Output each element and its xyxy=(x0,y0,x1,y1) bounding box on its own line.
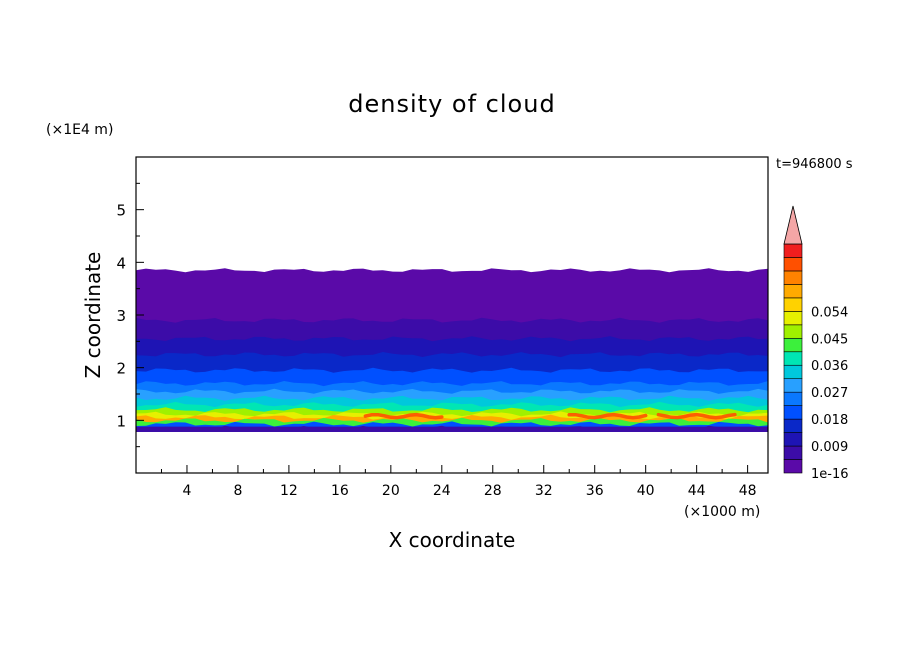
y-axis: 1 2 3 4 5 xyxy=(116,182,144,448)
density-base-band xyxy=(136,426,768,432)
colorbar-swatch xyxy=(783,364,803,380)
colorbar-swatch xyxy=(783,351,803,366)
colorbar-label: 0.018 xyxy=(811,413,848,428)
cloud-density-field xyxy=(136,268,768,432)
colorbar-swatch xyxy=(783,378,803,393)
y-tick-label: 3 xyxy=(116,307,126,325)
colorbar-swatch xyxy=(783,418,803,433)
colorbar-swatch xyxy=(783,432,803,447)
x-tick-label: 28 xyxy=(484,483,502,499)
colorbar-swatch xyxy=(783,284,803,299)
x-tick-label: 12 xyxy=(280,483,298,499)
y-unit-label: (×1E4 m) xyxy=(46,122,113,138)
y-tick-label: 2 xyxy=(116,360,126,378)
colorbar-swatch xyxy=(783,270,803,285)
x-axis: 4 8 12 16 20 24 28 32 36 40 44 48 xyxy=(160,465,757,499)
colorbar-label: 0.009 xyxy=(811,440,848,455)
x-tick-label: 4 xyxy=(183,483,192,499)
x-tick-label: 16 xyxy=(331,483,349,499)
x-tick-label: 44 xyxy=(688,483,706,499)
x-tick-label: 32 xyxy=(535,483,553,499)
x-tick-label: 24 xyxy=(433,483,451,499)
y-tick-label: 1 xyxy=(116,412,126,430)
x-unit-label: (×1000 m) xyxy=(684,504,760,520)
chart-title: density of cloud xyxy=(348,90,555,118)
x-tick-label: 48 xyxy=(739,483,757,499)
colorbar: 1e-16 0.009 0.018 0.027 0.036 0.045 0.054 xyxy=(783,205,849,482)
y-axis-label: Z coordinate xyxy=(81,252,105,379)
colorbar-swatch xyxy=(783,459,803,474)
density-max-streak xyxy=(363,412,444,420)
x-tick-label: 40 xyxy=(637,483,655,499)
colorbar-label: 0.045 xyxy=(811,332,848,347)
colorbar-label: 0.054 xyxy=(811,305,848,320)
x-axis-label: X coordinate xyxy=(389,528,516,552)
colorbar-swatch xyxy=(783,243,803,258)
colorbar-swatch xyxy=(783,324,803,339)
colorbar-swatch xyxy=(783,257,803,272)
x-tick-label: 20 xyxy=(382,483,400,499)
colorbar-label: 0.027 xyxy=(811,386,848,401)
colorbar-label: 1e-16 xyxy=(811,467,849,482)
density-max-streak xyxy=(656,412,737,420)
colorbar-swatch xyxy=(783,337,803,353)
y-tick-label: 4 xyxy=(116,254,126,272)
colorbar-swatch xyxy=(783,391,803,406)
colorbar-swatch xyxy=(783,445,803,460)
colorbar-extend-arrow xyxy=(783,205,803,245)
x-tick-label: 36 xyxy=(586,483,604,499)
y-tick-label: 5 xyxy=(116,202,126,220)
colorbar-swatch xyxy=(783,405,803,420)
colorbar-label: 0.036 xyxy=(811,359,848,374)
density-max-streak xyxy=(567,412,648,420)
colorbar-swatch xyxy=(783,311,803,326)
colorbar-swatch xyxy=(783,297,803,312)
x-tick-label: 8 xyxy=(233,483,242,499)
time-label: t=946800 s xyxy=(776,157,853,172)
